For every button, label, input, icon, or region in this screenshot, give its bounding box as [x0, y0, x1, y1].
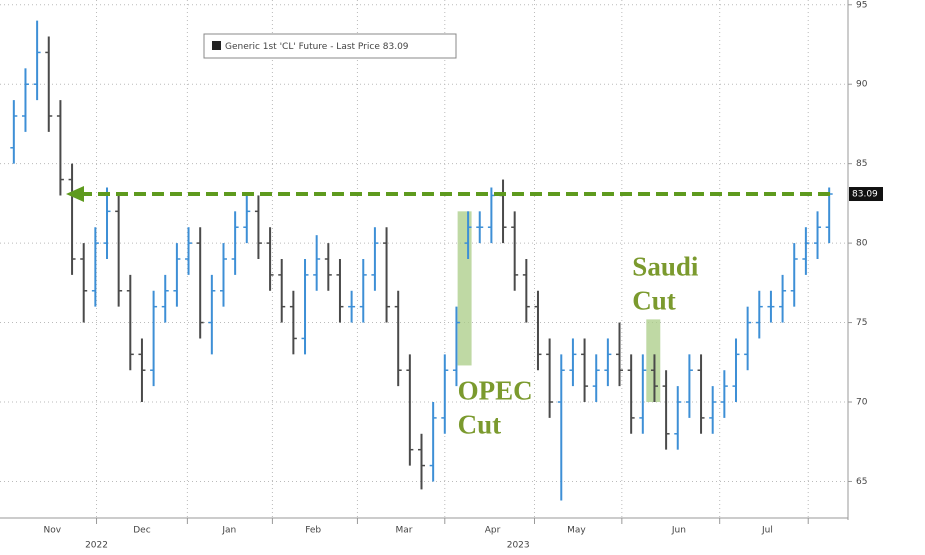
- legend: Generic 1st 'CL' Future - Last Price 83.…: [203, 33, 457, 59]
- arrow-head: [66, 186, 84, 203]
- annotation: Cut: [458, 410, 502, 440]
- year-label: 2022: [85, 541, 108, 551]
- y-tick-label: 90: [856, 80, 868, 90]
- x-tick-label: May: [567, 526, 586, 536]
- annotation: Saudi: [632, 252, 699, 282]
- x-tick-label: Jun: [671, 526, 686, 536]
- legend-name: Generic 1st 'CL' Future - Last Price: [225, 42, 380, 52]
- annotation: Cut: [632, 286, 676, 316]
- x-tick-label: Jan: [221, 526, 236, 536]
- legend-swatch: [212, 41, 221, 50]
- legend-box: [203, 33, 457, 59]
- x-tick-label: Mar: [396, 526, 413, 536]
- legend-label: Generic 1st 'CL' Future - Last Price 83.…: [225, 42, 409, 52]
- year-label: 2023: [507, 541, 530, 551]
- y-tick-label: 70: [856, 398, 868, 408]
- x-tick-label: Nov: [43, 526, 61, 536]
- y-tick-label: 95: [856, 0, 867, 10]
- x-tick-label: Apr: [485, 526, 501, 536]
- annotation: OPEC: [458, 376, 533, 406]
- x-tick-label: Jul: [761, 526, 773, 536]
- last-price-tag: [849, 187, 883, 202]
- y-tick-label: 65: [856, 477, 867, 487]
- legend-last-price: 83.09: [383, 42, 409, 52]
- y-tick-label: 85: [856, 159, 867, 169]
- x-tick-label: Dec: [133, 526, 150, 536]
- y-tick-label: 80: [856, 239, 868, 249]
- highlight-band: [646, 319, 661, 403]
- last-price-label: 83.09: [852, 190, 878, 200]
- highlight-band: [457, 211, 472, 366]
- y-tick-label: 75: [856, 318, 867, 328]
- x-tick-label: Feb: [305, 526, 321, 536]
